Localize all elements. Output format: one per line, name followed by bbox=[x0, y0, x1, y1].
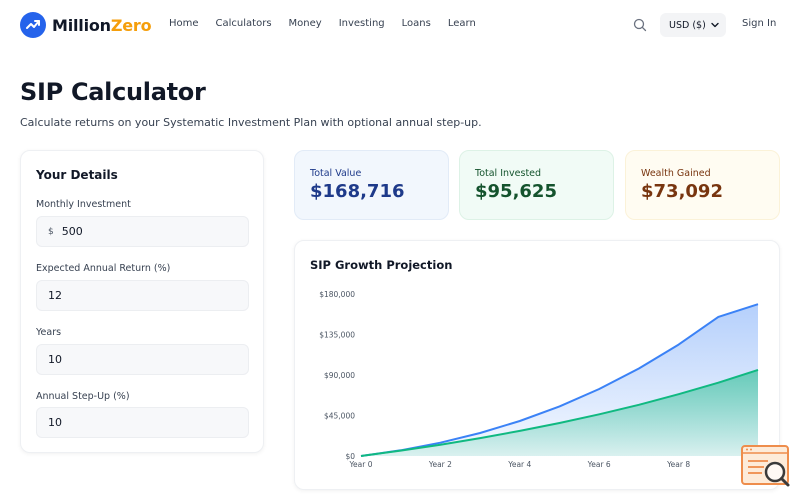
chevron-down-icon bbox=[710, 20, 720, 33]
details-title: Your Details bbox=[36, 168, 118, 182]
currency-prefix: $ bbox=[48, 226, 54, 237]
brand-name: MillionZero bbox=[52, 15, 152, 35]
x-tick-label: Year 2 bbox=[428, 460, 452, 469]
total-invested-card: Total Invested $95,625 bbox=[459, 150, 614, 220]
y-tick-label: $135,000 bbox=[319, 331, 355, 340]
brand-name-part2: Zero bbox=[110, 15, 152, 35]
wealth-gained-label: Wealth Gained bbox=[641, 168, 711, 179]
currency-select-value: USD ($) bbox=[669, 19, 706, 31]
years-label: Years bbox=[36, 327, 62, 338]
nav-home[interactable]: Home bbox=[169, 18, 199, 29]
total-invested-area bbox=[361, 369, 758, 456]
total-value-amount: $168,716 bbox=[310, 181, 405, 202]
monthly-investment-label: Monthly Investment bbox=[36, 199, 131, 210]
step-up-label: Annual Step-Up (%) bbox=[36, 391, 130, 402]
annual-return-label: Expected Annual Return (%) bbox=[36, 263, 171, 274]
growth-chart: $0 $45,000 $90,000 $135,000 $180,000 Year 0 Ye… bbox=[319, 290, 772, 469]
y-tick-label: $0 bbox=[345, 452, 355, 461]
total-value-label: Total Value bbox=[310, 168, 362, 179]
chart-title: SIP Growth Projection bbox=[310, 258, 453, 272]
x-tick-label: Year 8 bbox=[666, 460, 690, 469]
monthly-investment-value: 500 bbox=[61, 225, 83, 238]
years-value: 10 bbox=[48, 353, 62, 366]
wealth-gained-card: Wealth Gained $73,092 bbox=[625, 150, 780, 220]
sign-in-link[interactable]: Sign In bbox=[742, 18, 777, 29]
x-tick-label: Year 6 bbox=[587, 460, 611, 469]
y-tick-label: $90,000 bbox=[324, 371, 355, 380]
search-icon[interactable] bbox=[632, 17, 648, 33]
y-tick-label: $180,000 bbox=[319, 290, 355, 299]
details-card: Your Details Monthly Investment $ 500 Ex… bbox=[20, 150, 264, 453]
wealth-gained-amount: $73,092 bbox=[641, 181, 723, 202]
growth-chart-card: SIP Growth Projection $0 $45,000 $90,000 $1… bbox=[294, 240, 780, 490]
x-tick-label: Year 4 bbox=[507, 460, 531, 469]
nav-learn[interactable]: Learn bbox=[447, 18, 476, 29]
monthly-investment-input[interactable]: $ 500 bbox=[36, 216, 249, 247]
step-up-value: 10 bbox=[48, 416, 62, 429]
nav-calculators[interactable]: Calculators bbox=[215, 18, 272, 29]
nav-investing[interactable]: Investing bbox=[338, 18, 385, 29]
total-value-line bbox=[360, 303, 759, 457]
total-invested-label: Total Invested bbox=[475, 168, 542, 179]
page-title: SIP Calculator bbox=[20, 78, 206, 106]
y-tick-label: $45,000 bbox=[324, 412, 355, 421]
total-invested-amount: $95,625 bbox=[475, 181, 557, 202]
feedback-widget-icon[interactable] bbox=[740, 444, 792, 488]
step-up-input[interactable]: 10 bbox=[36, 407, 249, 438]
x-tick-label: Year 0 bbox=[348, 460, 372, 469]
nav-loans[interactable]: Loans bbox=[401, 18, 431, 29]
nav-money[interactable]: Money bbox=[288, 18, 322, 29]
currency-select[interactable]: USD ($) bbox=[660, 13, 726, 37]
page-subtitle: Calculate returns on your Systematic Inv… bbox=[20, 116, 482, 129]
annual-return-input[interactable]: 12 bbox=[36, 280, 249, 311]
annual-return-value: 12 bbox=[48, 289, 62, 302]
brand-name-part1: Million bbox=[52, 15, 111, 35]
top-navbar: MillionZero Home Calculators Money Inves… bbox=[0, 0, 800, 50]
main-nav: Home Calculators Money Investing Loans L… bbox=[169, 18, 493, 29]
trending-up-icon bbox=[20, 12, 46, 38]
total-invested-line bbox=[360, 368, 759, 457]
total-value-card: Total Value $168,716 bbox=[294, 150, 449, 220]
years-input[interactable]: 10 bbox=[36, 344, 249, 375]
brand-logo[interactable]: MillionZero bbox=[20, 12, 152, 38]
